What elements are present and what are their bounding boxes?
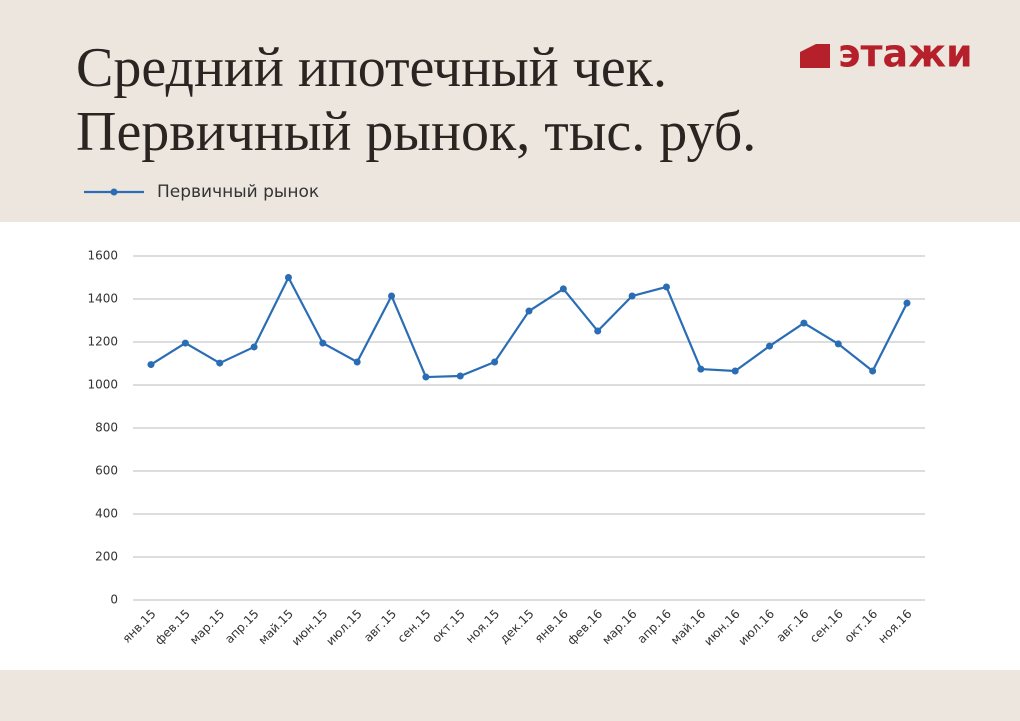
point bbox=[284, 274, 292, 281]
point bbox=[181, 339, 189, 347]
plot-panel bbox=[0, 222, 1020, 670]
point bbox=[869, 367, 877, 375]
point bbox=[319, 339, 327, 347]
y-tick-label: 1200 bbox=[87, 335, 118, 349]
legend-marker bbox=[110, 188, 118, 196]
point bbox=[353, 358, 361, 366]
point bbox=[250, 343, 258, 351]
point bbox=[628, 292, 636, 300]
y-tick-label: 400 bbox=[95, 507, 118, 521]
logo: этажи bbox=[838, 32, 973, 76]
point bbox=[525, 307, 533, 315]
point bbox=[766, 342, 774, 350]
y-tick-label: 1000 bbox=[87, 378, 118, 392]
y-tick-label: 1600 bbox=[87, 249, 118, 263]
point bbox=[216, 359, 224, 367]
point bbox=[456, 372, 464, 380]
point bbox=[697, 365, 705, 373]
chart-title: Средний ипотечный чек. Первичный рынок, … bbox=[76, 37, 757, 163]
point bbox=[800, 319, 808, 327]
point bbox=[388, 292, 396, 300]
point bbox=[491, 358, 499, 366]
point bbox=[422, 373, 430, 381]
legend-label: Первичный рынок bbox=[157, 182, 319, 202]
point bbox=[903, 299, 911, 307]
point bbox=[594, 327, 602, 335]
y-tick-label: 1400 bbox=[87, 292, 118, 306]
point bbox=[731, 367, 739, 375]
point bbox=[834, 340, 842, 348]
y-tick-label: 800 bbox=[95, 421, 118, 435]
y-tick-label: 600 bbox=[95, 464, 118, 478]
logo-icon bbox=[800, 44, 830, 68]
y-tick-label: 200 bbox=[95, 550, 118, 564]
point bbox=[147, 361, 155, 369]
y-tick-label: 0 bbox=[110, 593, 118, 607]
point bbox=[559, 285, 567, 293]
point bbox=[662, 283, 670, 291]
